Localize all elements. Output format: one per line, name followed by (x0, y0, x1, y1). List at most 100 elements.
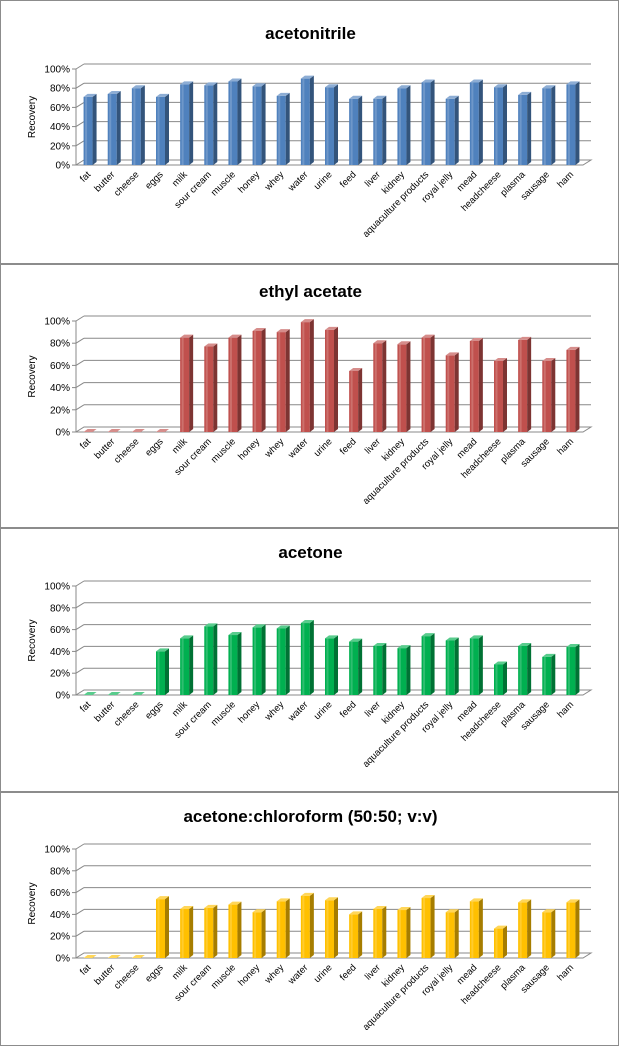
bar-top (180, 334, 194, 338)
bar-side (285, 92, 290, 165)
x-tick-label: cheese (112, 962, 141, 991)
bar (228, 632, 242, 695)
x-tick-label: cheese (112, 436, 141, 465)
x-tick-label: fat (78, 699, 94, 715)
bar-top (349, 367, 363, 371)
x-tick-label: liver (363, 169, 383, 189)
bar-highlight (326, 900, 329, 958)
bar-front (300, 78, 310, 165)
bar-side (358, 638, 363, 695)
bar-front (373, 908, 383, 958)
bar-front (252, 330, 262, 432)
bar-front (349, 914, 359, 958)
bar (445, 637, 459, 695)
x-tick-label: liver (363, 699, 383, 719)
bar-top (397, 645, 411, 649)
y-tick-label: 80% (50, 603, 70, 614)
bar-front (107, 93, 117, 165)
bar-highlight (350, 914, 353, 958)
bar-side (92, 93, 97, 165)
bar-front (156, 96, 165, 165)
bar-side (213, 623, 218, 695)
bar (83, 692, 97, 695)
bar-top (325, 326, 338, 330)
bar-top (469, 337, 483, 341)
bar-front (566, 349, 576, 432)
bar-front (325, 638, 334, 695)
bar-top (566, 81, 580, 85)
bar-side (527, 899, 532, 958)
bar (373, 642, 387, 695)
bar-highlight (495, 664, 498, 695)
y-tick-label: 20% (50, 405, 70, 416)
bar-top (107, 90, 121, 94)
bar (204, 343, 218, 432)
bar-front (421, 82, 431, 165)
bar (107, 955, 121, 958)
bar-highlight (543, 912, 546, 958)
gridline-depth (75, 121, 85, 128)
bar-top (325, 84, 338, 88)
y-tick-label: 100% (44, 582, 70, 593)
bar-front (276, 332, 286, 432)
chart-panel-1: acetonitrile 0% 20% 40% 60% 80% 100% Recovery fa… (0, 0, 619, 264)
bar-highlight (157, 651, 160, 695)
bar-front (566, 902, 576, 958)
bar-highlight (471, 82, 474, 165)
bar-top (421, 79, 435, 83)
bar-side (334, 635, 338, 695)
gridline-depth (75, 887, 85, 894)
bar-highlight (326, 87, 329, 165)
x-tick-label: feed (338, 962, 359, 983)
bar-side (430, 633, 435, 695)
bar-top (83, 429, 97, 432)
bar-front (566, 84, 576, 165)
bar-side (382, 905, 387, 958)
bar-side (454, 909, 459, 958)
bar-top (518, 91, 532, 95)
bar-side (527, 642, 532, 695)
bar-highlight (495, 87, 498, 165)
bar (252, 624, 266, 695)
bar-front (300, 895, 310, 958)
bar (131, 429, 145, 432)
x-tick-label: ham (555, 962, 576, 983)
bar-front (204, 907, 214, 958)
bar (325, 897, 338, 958)
bar (252, 327, 266, 432)
bar (469, 898, 483, 958)
bar-highlight (278, 628, 281, 695)
chart-title: acetone (278, 543, 342, 562)
bar-top (349, 638, 363, 642)
bar-side (406, 907, 411, 958)
bar-highlight (205, 346, 208, 432)
y-tick-label: 0% (56, 161, 71, 172)
bar-highlight (302, 78, 305, 165)
x-tick-label: honey (236, 436, 262, 462)
x-tick-label: ham (555, 169, 576, 190)
bar (107, 90, 121, 165)
bar-side (503, 661, 507, 695)
gridline-depth (75, 315, 85, 322)
bar-side (382, 340, 387, 432)
bar-top (494, 84, 507, 88)
gridline-depth (75, 624, 85, 631)
bar-top (325, 635, 338, 639)
x-tick-label: eggs (143, 169, 166, 192)
bar-side (551, 85, 556, 165)
bar-side (430, 334, 435, 432)
bar-front (83, 96, 93, 165)
bar-highlight (205, 626, 208, 695)
bar-highlight (423, 636, 426, 695)
bar-front (349, 370, 359, 432)
gridline-depth (75, 908, 85, 915)
bar (180, 81, 194, 165)
bar-top (469, 635, 483, 639)
x-tick-label: honey (236, 169, 262, 195)
bar (180, 905, 194, 958)
bar-top (518, 336, 532, 340)
bar-highlight (398, 88, 401, 165)
bar-top (349, 911, 363, 915)
gridline-depth (75, 580, 85, 587)
bar (494, 84, 507, 165)
